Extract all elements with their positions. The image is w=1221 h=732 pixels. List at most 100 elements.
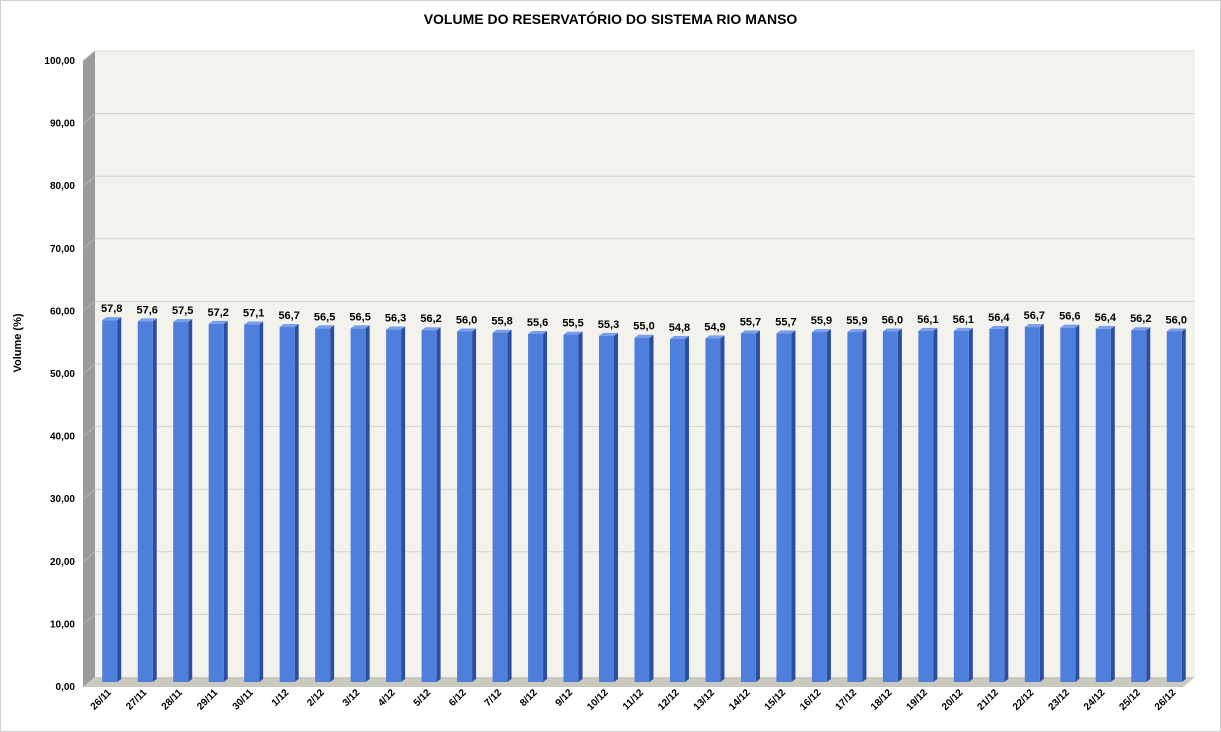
x-tick-label: 3/12	[341, 687, 363, 709]
bar	[102, 317, 122, 682]
bar-front	[669, 338, 685, 682]
bar-top	[137, 318, 157, 322]
bar	[634, 334, 654, 682]
x-tick-label: 2/12	[305, 687, 327, 709]
bar-side	[968, 327, 973, 682]
x-tick-label: 24/12	[1082, 687, 1108, 713]
bar-front	[528, 333, 544, 682]
bar	[173, 319, 193, 682]
bar-front	[137, 321, 153, 682]
x-tick-label: 17/12	[834, 687, 860, 713]
bar-side	[1039, 324, 1044, 682]
gridline-wall	[82, 301, 96, 312]
bar	[776, 330, 796, 682]
bar-front	[421, 330, 437, 682]
bar-front	[1060, 327, 1076, 682]
bar-top	[102, 317, 122, 321]
bar-top	[776, 330, 796, 334]
bar-side	[826, 329, 831, 682]
data-label: 55,7	[775, 316, 796, 328]
bar-top	[599, 332, 619, 336]
bar-top	[563, 331, 583, 335]
x-tick-label: 22/12	[1011, 687, 1037, 713]
bar	[918, 327, 938, 682]
gridline-wall	[82, 614, 96, 625]
bar-front	[1166, 331, 1182, 682]
bar-front	[634, 337, 650, 682]
bar-side	[259, 321, 264, 682]
x-tick-label: 21/12	[975, 687, 1001, 713]
x-tick-label: 26/12	[1153, 687, 1179, 713]
bar-top	[208, 320, 228, 324]
bar	[244, 321, 264, 682]
bar-top	[953, 327, 973, 331]
bar-top	[1060, 324, 1080, 328]
bar-front	[705, 338, 721, 682]
data-label: 55,5	[562, 318, 583, 330]
bar	[350, 325, 370, 682]
bar-top	[1131, 327, 1151, 331]
data-label: 57,2	[207, 307, 228, 319]
bar-front	[386, 329, 402, 682]
data-label: 56,0	[882, 314, 903, 326]
bar-top	[528, 330, 548, 334]
x-tick-label: 15/12	[763, 687, 789, 713]
x-tick-label: 26/11	[89, 687, 114, 712]
data-label: 56,7	[1024, 310, 1045, 322]
bar	[208, 320, 228, 682]
chart-title: VOLUME DO RESERVATÓRIO DO SISTEMA RIO MA…	[423, 11, 798, 27]
bar-front	[989, 328, 1005, 682]
x-tick-label: 12/12	[656, 687, 682, 713]
bar-front	[315, 328, 331, 682]
bar-side	[117, 317, 122, 682]
bar-side	[1181, 328, 1186, 682]
x-tick-label: 16/12	[798, 687, 824, 713]
bar-front	[740, 333, 756, 682]
bar-front	[457, 331, 473, 682]
bar-side	[1075, 324, 1080, 682]
bar-top	[882, 328, 902, 332]
bar-top	[315, 325, 335, 329]
bars	[102, 317, 1186, 682]
x-tick-label: 30/11	[231, 687, 256, 712]
bar	[705, 335, 725, 682]
data-label: 56,2	[420, 313, 441, 325]
bar-front	[953, 330, 969, 682]
data-label: 56,2	[1130, 313, 1151, 325]
y-tick-label: 90,00	[50, 119, 75, 130]
data-label: 55,9	[846, 315, 867, 327]
y-tick-label: 80,00	[50, 181, 75, 192]
y-tick-label: 10,00	[50, 619, 75, 630]
bar	[989, 325, 1009, 682]
x-tick-label: 20/12	[940, 687, 966, 713]
bar-front	[244, 324, 260, 682]
bar-top	[386, 326, 406, 330]
x-tick-label: 23/12	[1046, 687, 1072, 713]
bar-top	[1166, 328, 1186, 332]
bar-front	[173, 322, 189, 682]
data-label: 56,4	[988, 312, 1010, 324]
bar-side	[152, 318, 157, 682]
bar-front	[1131, 330, 1147, 682]
data-label: 56,1	[953, 314, 974, 326]
bar	[740, 330, 760, 682]
bar-front	[102, 320, 118, 682]
data-label: 55,8	[491, 316, 512, 328]
bar-side	[755, 330, 760, 682]
bar-side	[684, 335, 689, 682]
bar-front	[208, 323, 224, 682]
bar-top	[421, 327, 441, 331]
bar-front	[563, 334, 579, 682]
data-label: 56,7	[278, 310, 299, 322]
bar	[457, 328, 477, 682]
x-tick-labels: 26/11 27/11 28/11 29/11 30/11 1/12 2/12 3/12 4/1…	[89, 687, 1179, 713]
data-label: 57,6	[137, 304, 158, 316]
gridline-wall	[82, 488, 96, 500]
data-label: 56,3	[385, 313, 406, 325]
bar-side	[543, 330, 548, 682]
bar-side	[1110, 325, 1115, 682]
bar	[386, 326, 406, 682]
bar-side	[1146, 327, 1151, 682]
x-tick-label: 9/12	[554, 687, 576, 709]
